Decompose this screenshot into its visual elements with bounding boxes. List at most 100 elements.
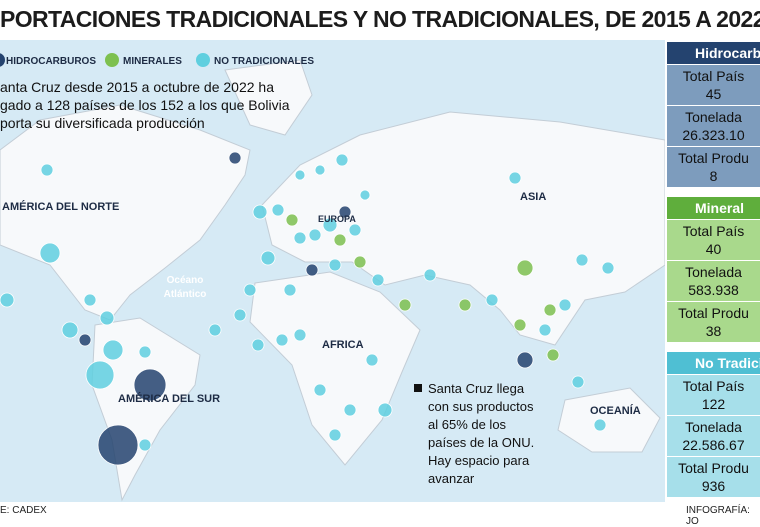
panel-box: HidrocarbuTotal País45Tonelada26.323.10T… [667, 42, 760, 187]
region-label: ASIA [520, 191, 546, 203]
row-label: Total País [682, 378, 745, 394]
legend-label: HIDROCARBUROS [6, 56, 96, 67]
country-marker [398, 298, 412, 312]
country-marker [260, 250, 276, 266]
country-marker [485, 293, 499, 307]
intro-text: gado a 128 países de los 152 a los que B… [0, 97, 290, 113]
title: PORTACIONES TRADICIONALES Y NO TRADICION… [0, 6, 760, 32]
country-marker [294, 169, 306, 181]
legend-swatch [0, 53, 5, 67]
panel-box: Mineral Total País 40 Tonelada 583.938 Total … [667, 197, 760, 342]
country-marker [313, 383, 327, 397]
region-label: AMÉRICA DEL NORTE [2, 200, 119, 213]
country-marker [348, 223, 362, 237]
row-value: 8 [709, 168, 718, 184]
footer: E: CADEX INFOGRAFÍA: JO [0, 505, 760, 527]
country-marker [0, 292, 15, 308]
country-marker [308, 228, 322, 242]
row-value: 45 [705, 86, 722, 102]
country-marker [458, 298, 472, 312]
panel-row: Total Produ 8 [667, 146, 760, 187]
country-marker [328, 258, 342, 272]
markers [0, 151, 615, 466]
summary-panel: HidrocarbuTotal País45Tonelada26.323.10T… [667, 42, 760, 502]
note-text: Hay espacio para [428, 453, 530, 468]
country-marker [371, 273, 385, 287]
country-marker [271, 203, 285, 217]
country-marker [543, 303, 557, 317]
country-marker [283, 283, 297, 297]
country-marker [328, 428, 342, 442]
panel-row: Total País 45 [667, 64, 760, 105]
country-marker [365, 353, 379, 367]
country-marker [546, 348, 560, 362]
country-marker [293, 231, 307, 245]
region-label: OCEANÍA [590, 404, 641, 417]
intro-text: anta Cruz desde 2015 a octubre de 2022 h… [0, 79, 274, 95]
note-text: avanzar [428, 471, 475, 486]
country-marker [305, 263, 319, 277]
region-label: AMÉRICA DEL SUR [118, 392, 220, 405]
credit: INFOGRAFÍA: JO [686, 505, 750, 527]
country-marker [516, 351, 534, 369]
panel-row: Tonelada 26.323.10 [667, 105, 760, 146]
note-text: países de la ONU. [428, 435, 534, 450]
country-marker [208, 323, 222, 337]
row-label: Tonelada [685, 264, 742, 280]
country-marker [593, 418, 607, 432]
country-marker [558, 298, 572, 312]
panel-row: Total Produ 38 [667, 301, 760, 342]
country-marker [233, 308, 247, 322]
country-marker [138, 345, 152, 359]
row-label: Total Produ [678, 150, 749, 166]
ocean-label: Océano [167, 275, 204, 286]
country-marker [39, 242, 61, 264]
panel-row: Total País 122 [667, 374, 760, 415]
legend-label: NO TRADICIONALES [214, 56, 314, 67]
country-marker [252, 204, 268, 220]
panel-title: Hidrocarbu [667, 42, 760, 64]
row-value: 936 [701, 478, 726, 494]
note-text: con sus productos [428, 399, 534, 414]
country-marker [423, 268, 437, 282]
panel-title: No Tradicion [667, 352, 760, 374]
panel-box: No Tradicion Total País 122 Tonelada 22.586.… [667, 352, 760, 497]
row-label: Total País [682, 223, 745, 239]
legend-swatch [196, 53, 210, 67]
row-value: 583.938 [688, 282, 739, 298]
row-value: 122 [701, 396, 726, 412]
legend-swatch [105, 53, 119, 67]
country-marker [343, 403, 357, 417]
country-marker [138, 438, 152, 452]
region-label: EUROPA [318, 214, 356, 224]
country-marker [314, 164, 326, 176]
country-marker [78, 333, 92, 347]
ocean-label: Atlántico [164, 289, 207, 300]
country-marker [575, 253, 589, 267]
panel-row: Tonelada 22.586.67 [667, 415, 760, 456]
country-marker [516, 259, 534, 277]
row-value: 22.586.67 [682, 437, 745, 453]
note-text: al 65% de los [428, 417, 507, 432]
row-label: Total Produ [678, 305, 749, 321]
row-label: Tonelada [685, 109, 742, 125]
country-marker [83, 293, 97, 307]
country-marker [97, 424, 139, 466]
country-marker [571, 375, 585, 389]
country-marker [513, 318, 527, 332]
country-marker [133, 368, 167, 402]
row-label: Total Produ [678, 460, 749, 476]
note-square [414, 384, 422, 392]
country-marker [243, 283, 257, 297]
country-marker [377, 402, 393, 418]
country-marker [333, 233, 347, 247]
panel-row: Total Produ 936 [667, 456, 760, 497]
row-value: 40 [705, 241, 722, 257]
country-marker [228, 151, 242, 165]
note-text: Santa Cruz llega [428, 381, 525, 396]
country-marker [338, 205, 352, 219]
country-marker [285, 213, 299, 227]
country-marker [251, 338, 265, 352]
country-marker [275, 333, 289, 347]
